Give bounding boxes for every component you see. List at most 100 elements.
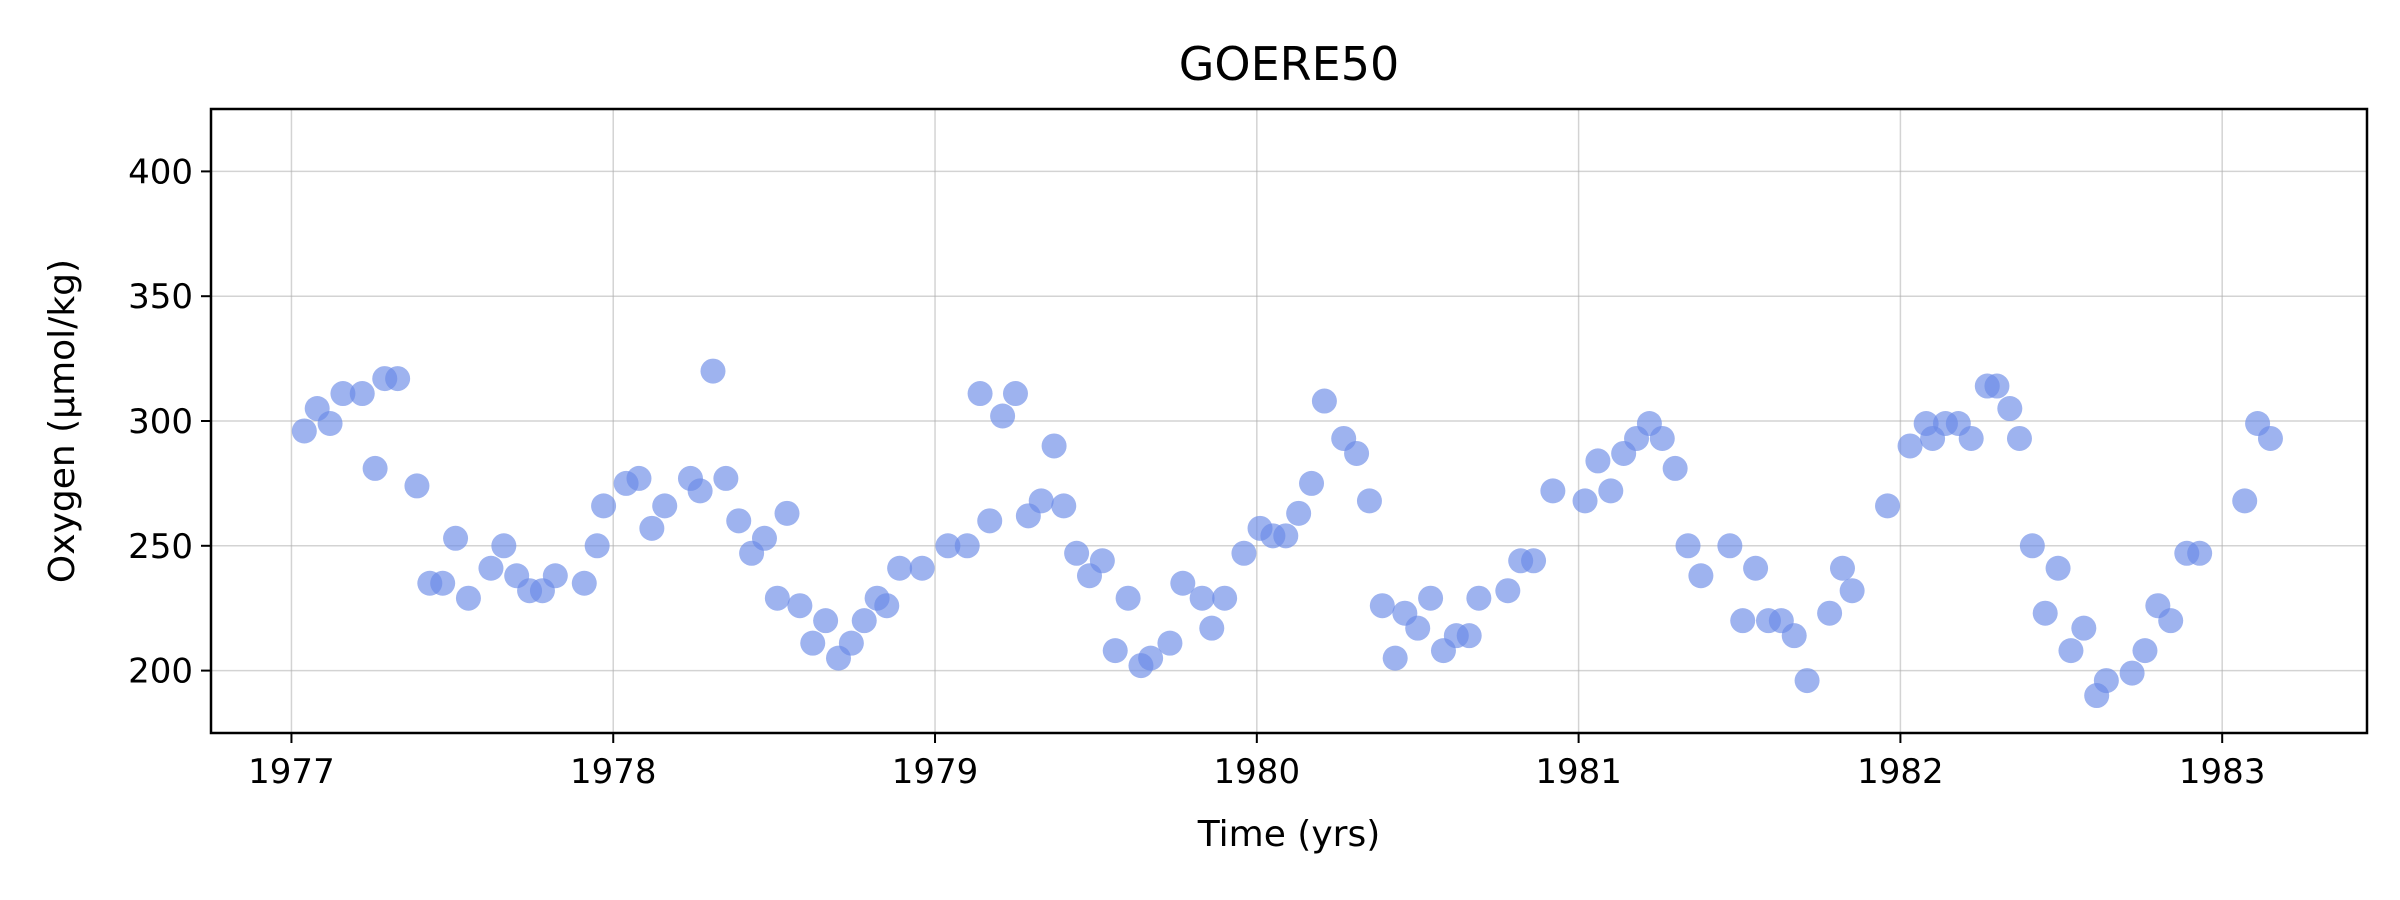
x-tick-label: 1977 <box>248 752 335 792</box>
data-point <box>1418 585 1444 611</box>
data-point <box>1649 425 1675 451</box>
data-point <box>362 455 388 481</box>
data-point <box>1897 433 1923 459</box>
data-point <box>1002 381 1028 407</box>
y-tick-label: 200 <box>128 652 193 692</box>
data-point <box>874 593 900 619</box>
x-tick-label: 1981 <box>1535 752 1622 792</box>
data-point <box>1051 493 1077 519</box>
data-point <box>1829 555 1855 581</box>
data-point <box>1199 615 1225 641</box>
data-point <box>1115 585 1141 611</box>
data-point <box>700 358 726 384</box>
data-point <box>455 585 481 611</box>
plot-frame <box>209 107 2369 735</box>
data-point <box>2045 555 2071 581</box>
data-point <box>813 608 839 634</box>
data-point <box>639 515 665 541</box>
data-point <box>851 608 877 634</box>
data-point <box>2257 425 2283 451</box>
data-point <box>2232 488 2258 514</box>
data-point <box>317 410 343 436</box>
y-tick-label: 400 <box>128 152 193 192</box>
y-axis-label: Oxygen (µmol/kg) <box>42 259 83 583</box>
data-point <box>1743 555 1769 581</box>
data-point <box>1041 433 1067 459</box>
data-point <box>1138 645 1164 671</box>
data-point <box>1369 593 1395 619</box>
data-point <box>1958 425 1984 451</box>
data-point <box>887 555 913 581</box>
data-point <box>478 555 504 581</box>
data-point <box>2119 660 2145 686</box>
x-tick-label: 1982 <box>1857 752 1944 792</box>
data-point <box>2187 540 2213 566</box>
chart-title: GOERE50 <box>1179 37 1399 91</box>
data-point <box>591 493 617 519</box>
data-point <box>1064 540 1090 566</box>
data-point <box>909 555 935 581</box>
data-point <box>2032 600 2058 626</box>
data-point <box>2093 668 2119 694</box>
data-point <box>1089 548 1115 574</box>
data-point <box>1839 578 1865 604</box>
data-point <box>954 533 980 559</box>
data-point <box>1794 668 1820 694</box>
data-point <box>2019 533 2045 559</box>
data-point <box>1875 493 1901 519</box>
data-point <box>1356 488 1382 514</box>
data-point <box>1028 488 1054 514</box>
data-point <box>726 508 752 534</box>
x-tick-label: 1980 <box>1214 752 1301 792</box>
data-point <box>491 533 517 559</box>
data-point <box>764 585 790 611</box>
data-point <box>1717 533 1743 559</box>
y-tick-label: 300 <box>128 402 193 442</box>
data-point <box>1662 455 1688 481</box>
data-points <box>291 358 2283 709</box>
data-point <box>1598 478 1624 504</box>
data-point <box>1688 563 1714 589</box>
data-point <box>1382 645 1408 671</box>
data-point <box>1102 638 1128 664</box>
data-point <box>584 533 610 559</box>
data-point <box>1572 488 1598 514</box>
data-point <box>330 381 356 407</box>
x-tick-label: 1983 <box>2179 752 2266 792</box>
data-point <box>430 570 456 596</box>
data-point <box>838 630 864 656</box>
data-point <box>2158 608 2184 634</box>
data-point <box>787 593 813 619</box>
y-axis-ticks: 200 250 300 350 400 <box>128 152 211 692</box>
data-point <box>1231 540 1257 566</box>
y-tick-label: 250 <box>128 527 193 567</box>
data-point <box>1997 396 2023 422</box>
data-point <box>1299 470 1325 496</box>
data-point <box>2006 425 2032 451</box>
data-point <box>542 563 568 589</box>
data-point <box>1585 448 1611 474</box>
data-point <box>1405 615 1431 641</box>
data-point <box>1730 608 1756 634</box>
grid-lines <box>211 109 2367 733</box>
data-point <box>626 465 652 491</box>
data-point <box>1286 500 1312 526</box>
x-axis-label: Time (yrs) <box>1197 814 1381 855</box>
data-point <box>2132 638 2158 664</box>
data-point <box>1984 373 2010 399</box>
data-point <box>1540 478 1566 504</box>
data-point <box>687 478 713 504</box>
data-point <box>404 473 430 499</box>
data-point <box>751 525 777 551</box>
y-tick-label: 350 <box>128 277 193 317</box>
data-point <box>571 570 597 596</box>
data-point <box>1273 523 1299 549</box>
data-point <box>291 418 317 444</box>
data-point <box>990 403 1016 429</box>
data-point <box>967 381 993 407</box>
data-point <box>349 381 375 407</box>
data-point <box>800 630 826 656</box>
data-point <box>2058 638 2084 664</box>
data-point <box>652 493 678 519</box>
